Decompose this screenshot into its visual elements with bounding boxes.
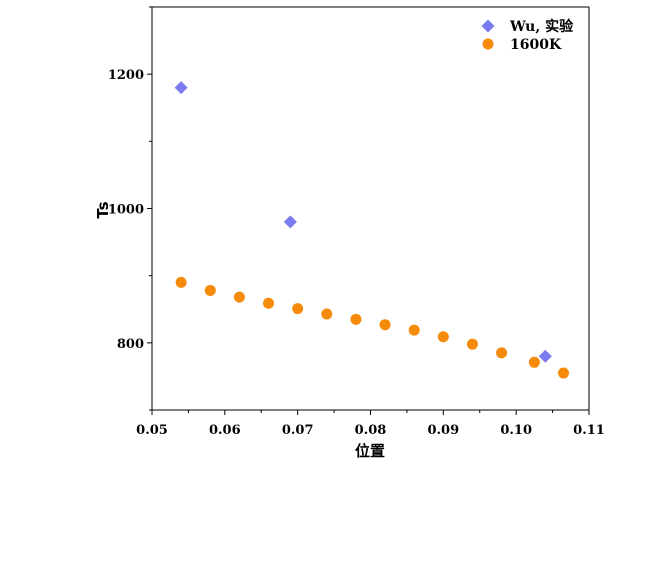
plot-frame — [151, 6, 590, 411]
simulation-point — [233, 291, 245, 303]
simulation-point — [292, 303, 304, 315]
x-tick-label: 0.10 — [500, 423, 532, 438]
simulation-point — [558, 367, 570, 379]
legend-circle-marker — [482, 38, 494, 50]
x-tick-label: 0.05 — [136, 423, 168, 438]
simulation-point — [528, 356, 540, 368]
simulation-point — [350, 313, 362, 325]
legend-label: 1600K — [510, 37, 562, 53]
simulation-point — [321, 308, 333, 320]
simulation-point — [204, 284, 216, 296]
simulation-point — [175, 276, 187, 288]
x-tick-label: 0.09 — [427, 423, 459, 438]
x-tick-label: 0.11 — [573, 423, 605, 438]
x-axis-ticks: 0.05 0.06 0.07 0.08 0.09 0.10 0.11 — [136, 410, 605, 438]
plot-border — [151, 6, 590, 411]
y-axis-ticks: 800 1000 1200 — [108, 6, 152, 411]
x-tick-label: 0.07 — [282, 423, 314, 438]
simulation-point — [466, 338, 478, 350]
legend-label: Wu, 实验 — [509, 18, 574, 35]
y-tick-label: 1000 — [108, 203, 144, 218]
simulation-point — [263, 297, 275, 309]
legend-diamond-marker — [481, 19, 495, 33]
legend: Wu, 实验 1600K — [481, 18, 574, 53]
experiment-point — [174, 81, 188, 95]
x-tick-label: 0.06 — [209, 423, 241, 438]
y-tick-label: 800 — [117, 337, 144, 352]
y-tick-label: 1200 — [108, 68, 144, 83]
x-tick-label: 0.08 — [355, 423, 387, 438]
x-axis-title: 位置 — [355, 442, 385, 460]
y-axis-title: Ts — [94, 201, 112, 218]
simulation-point — [379, 319, 391, 331]
simulation-point — [437, 331, 449, 343]
simulation-point — [408, 324, 420, 336]
experiment-point — [538, 349, 552, 363]
simulation-point — [496, 347, 508, 359]
data-points — [174, 81, 570, 379]
experiment-point — [283, 215, 297, 229]
